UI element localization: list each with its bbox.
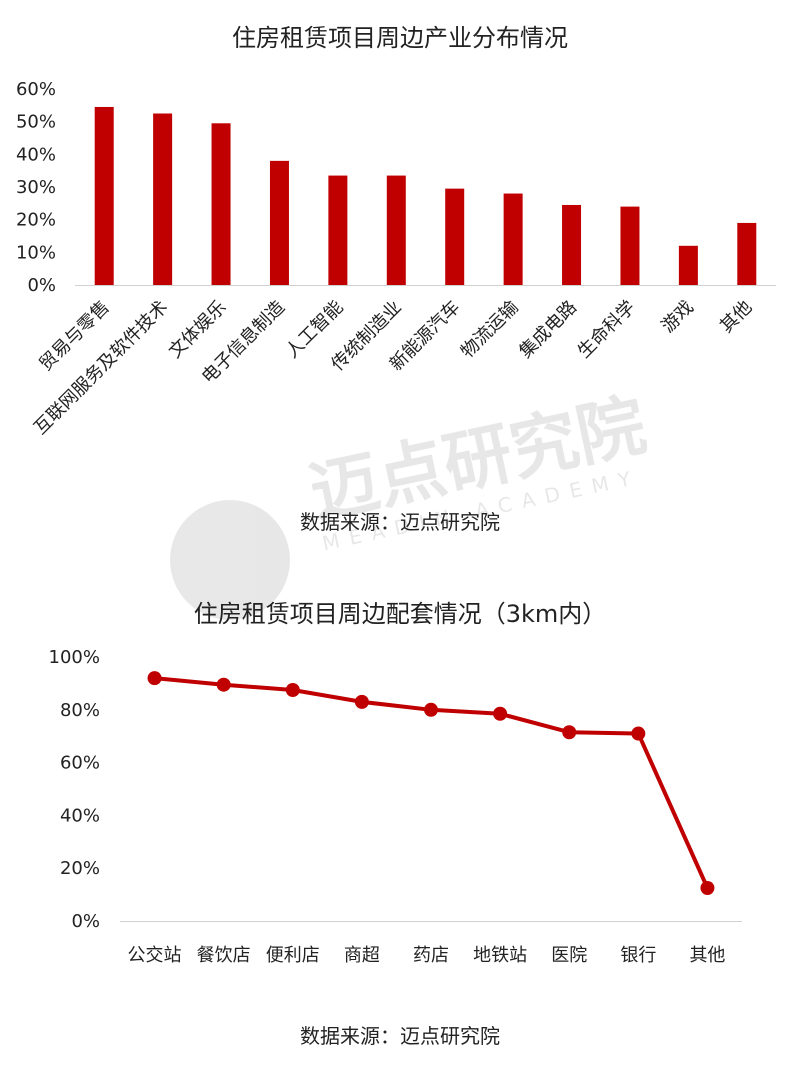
data-point [493, 706, 508, 721]
y-tick-label: 20% [16, 210, 56, 231]
bar-chart: 0%10%20%30%40%50%60%贸易与零售互联网服务及软件技术文体娱乐电… [16, 79, 776, 439]
bar [678, 245, 698, 285]
line-chart: 0% 20% 40% 60% 80% 100% 公交站 餐饮店 便利店 商超 药店 地铁站 医院 银行 其他 [49, 647, 742, 966]
bar [445, 188, 465, 285]
line-chart-title: 住房租赁项目周边配套情况（3km内） [193, 600, 607, 628]
bar [211, 123, 231, 285]
y-tick-label: 40% [16, 144, 56, 165]
bar [620, 206, 640, 285]
data-point [354, 694, 369, 709]
bar [386, 175, 406, 285]
x-category-label: 地铁站 [473, 945, 527, 966]
bar [153, 113, 173, 285]
data-point [216, 677, 231, 692]
y-tick-label: 60% [60, 753, 100, 774]
bar-chart-title: 住房租赁项目周边产业分布情况 [232, 24, 568, 52]
x-category-label: 便利店 [266, 945, 320, 966]
x-category-label: 餐饮店 [197, 945, 251, 966]
y-tick-label: 80% [60, 700, 100, 721]
y-tick-label: 10% [16, 242, 56, 263]
bar [503, 193, 523, 285]
y-tick-label: 50% [16, 112, 56, 133]
y-tick-label: 20% [60, 858, 100, 879]
x-category-label: 其他 [689, 945, 725, 966]
y-tick-label: 40% [60, 805, 100, 826]
y-tick-label: 30% [16, 177, 56, 198]
data-point [631, 726, 646, 741]
line-chart-source: 数据来源：迈点研究院 [300, 1024, 500, 1048]
x-category-label: 医院 [551, 945, 587, 966]
bar [737, 222, 757, 285]
y-tick-label: 0% [71, 911, 100, 932]
data-point [562, 725, 577, 740]
data-point [700, 881, 715, 895]
data-point [147, 671, 162, 686]
bar [328, 175, 348, 285]
bar [94, 106, 114, 285]
y-tick-label: 0% [27, 275, 56, 296]
bar-chart-source: 数据来源：迈点研究院 [300, 510, 500, 534]
x-category-label: 银行 [620, 945, 656, 966]
data-point [424, 702, 438, 717]
x-category-label: 公交站 [128, 945, 182, 966]
y-tick-label: 100% [49, 647, 100, 668]
x-category-label: 药店 [413, 945, 449, 966]
data-point [285, 683, 300, 697]
bar [269, 160, 289, 285]
bar [562, 204, 582, 285]
x-category-label: 商超 [344, 945, 380, 966]
y-tick-label: 60% [16, 79, 56, 100]
